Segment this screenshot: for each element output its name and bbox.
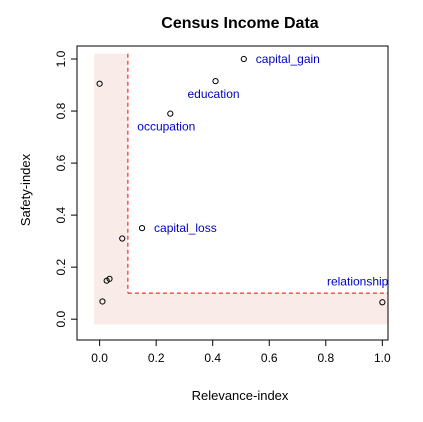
- x-axis: 0.0 0.2 0.4 0.6 0.8 1.0: [91, 340, 391, 365]
- x-tick-label: 0.6: [261, 351, 278, 365]
- data-point: [103, 277, 110, 284]
- data-point: [96, 80, 103, 87]
- x-axis-label: Relevance-index: [192, 388, 289, 403]
- data-point: [138, 225, 146, 232]
- x-tick-label: 0.4: [204, 351, 221, 365]
- data-point: [99, 298, 106, 305]
- y-axis: 0.0 0.2 0.4 0.6 0.8 1.0: [54, 50, 77, 328]
- chart-title: Census Income Data: [161, 15, 318, 32]
- data-point: [119, 235, 126, 242]
- y-tick-label: 0.2: [54, 258, 68, 275]
- y-tick-label: 0.0: [54, 311, 68, 328]
- y-axis-label: Safety-index: [18, 153, 33, 226]
- point-labels: capital_gain education occupation capital_l…: [137, 52, 388, 288]
- y-tick-label: 1.0: [54, 50, 68, 67]
- shaded-region: [93, 53, 389, 325]
- x-tick-label: 0.8: [317, 351, 334, 365]
- data-point: [240, 55, 247, 63]
- y-tick-label: 0.6: [54, 154, 68, 171]
- data-point: [167, 110, 174, 117]
- shade-horizontal-band: [93, 293, 389, 325]
- threshold-lines: [127, 53, 388, 294]
- point-label: occupation: [137, 120, 195, 134]
- x-tick-label: 0.2: [148, 351, 165, 365]
- data-point: [379, 299, 386, 306]
- x-tick-label: 1.0: [374, 351, 391, 365]
- shade-vertical-band: [93, 53, 128, 325]
- point-label: relationship: [327, 274, 389, 288]
- point-label: capital_loss: [154, 221, 217, 235]
- plot-frame: [76, 45, 389, 341]
- y-tick-label: 0.8: [54, 102, 68, 119]
- x-tick-label: 0.0: [91, 351, 108, 365]
- y-tick-label: 0.4: [54, 206, 68, 223]
- point-label: capital_gain: [256, 52, 320, 66]
- data-points: [96, 55, 386, 306]
- data-point: [212, 78, 219, 85]
- point-label: education: [188, 87, 240, 101]
